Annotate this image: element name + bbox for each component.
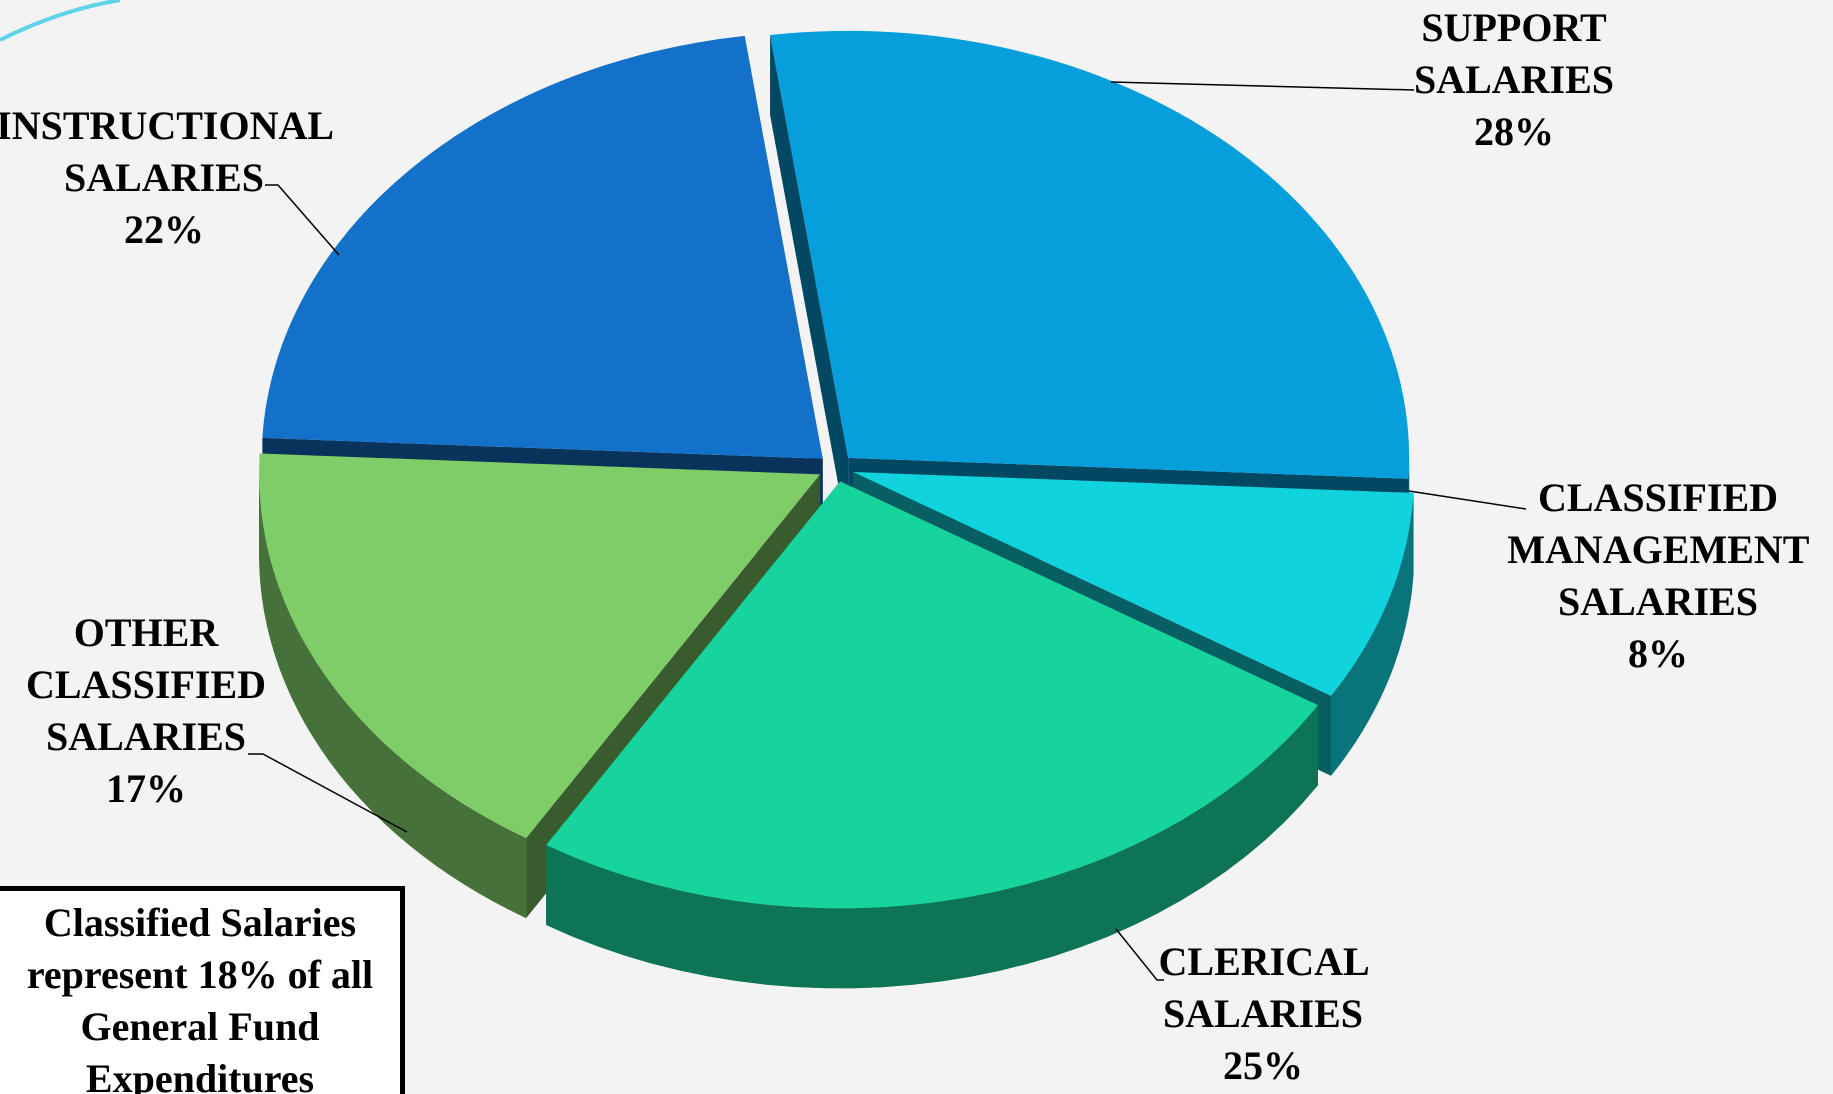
slice-side [259,474,527,919]
leader-lines [248,81,1527,981]
value-label: 25% [1222,1043,1303,1088]
pie-slice [259,453,821,839]
category-label: SUPPORT SALARIES [1413,5,1615,102]
pie-slice [546,481,1318,909]
pie-slice [770,30,1410,479]
slice-wall [770,35,849,538]
slice-label: INSTRUCTIONAL SALARIES 22% [0,100,335,256]
slice-label: CLASSIFIED MANAGEMENT SALARIES 8% [1507,472,1810,680]
category-label: INSTRUCTIONAL SALARIES [0,103,335,200]
leader-line [248,753,408,833]
annotation: Classified Salaries represent 18% of all… [0,886,405,1094]
decoration [0,0,121,42]
category-label: CLERICAL SALARIES [1158,939,1370,1036]
value-label: 22% [124,207,204,252]
value-label: 8% [1627,631,1688,676]
category-label: CLASSIFIED MANAGEMENT SALARIES [1507,475,1810,624]
pie-slice [262,35,823,459]
slice-side [546,705,1318,989]
leader-line [1408,490,1527,510]
value-label: 17% [105,766,186,811]
leader-line [1115,928,1164,981]
slice-label: CLERICAL SALARIES 25% [1158,936,1370,1092]
pie-tops [259,30,1414,909]
pie-slice [853,472,1414,696]
slice-label: SUPPORT SALARIES 28% [1414,2,1614,158]
category-label: OTHER CLASSIFIED SALARIES [25,610,267,759]
value-label: 28% [1473,109,1554,154]
slice-side [1331,492,1414,776]
leader-line [1110,81,1415,91]
slice-label: OTHER CLASSIFIED SALARIES 17% [26,607,266,815]
leader-line [265,184,340,256]
